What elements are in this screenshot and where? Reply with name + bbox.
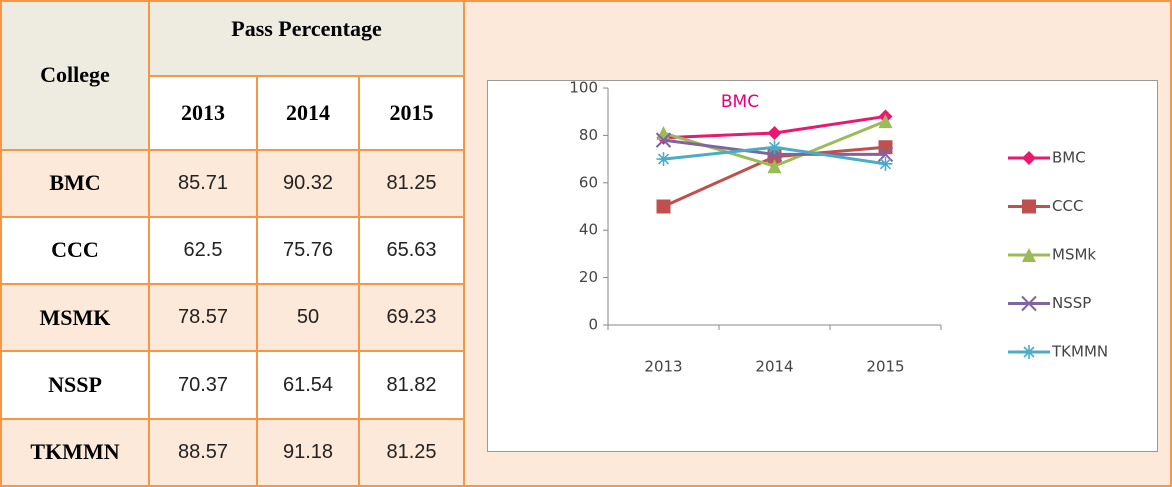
legend-label: BMC [1052,149,1086,167]
marker [878,114,893,129]
cell: 62.5 [148,215,258,286]
college: BMC [0,148,150,218]
x-tick-label: 2013 [644,358,682,376]
legend-marker [1022,199,1036,214]
legend-label: MSMk [1052,246,1096,264]
legend-marker [1021,295,1037,312]
legend-marker [1022,345,1036,359]
header-group: Pass Percentage [147,0,466,78]
marker [767,140,782,155]
y-tick-label: 0 [588,316,598,334]
marker [766,146,783,163]
cell: 88.57 [148,417,258,487]
chart-title: BMC [721,92,759,112]
cell: 78.57 [148,283,258,353]
cell: 85.71 [148,148,258,218]
year: 2013 [148,75,258,151]
legend-label: CCC [1052,197,1083,215]
marker [656,199,671,214]
legend-label: TKMMN [1051,343,1108,361]
marker [656,152,671,167]
marker [655,132,672,148]
x-tick-label: 2015 [866,358,904,376]
y-tick-label: 100 [569,80,598,97]
legend-marker [1022,248,1036,262]
marker [767,126,782,141]
cell: 91.18 [256,417,360,487]
cell: 81.82 [357,350,466,420]
cell: 50 [256,283,360,353]
year: 2014 [256,75,360,151]
y-tick-label: 20 [579,268,598,286]
chart-frame [487,80,1158,452]
marker [767,159,782,174]
cell: 65.63 [357,215,466,286]
y-tick-label: 80 [579,126,598,144]
college: MSMK [0,283,150,353]
chart: BMC 0 20 40 60 80 100 2013 2014 2015 BMC CCC MSMk NS… [487,80,1158,452]
year: 2015 [357,75,466,151]
marker [878,140,893,155]
header-college: College [0,0,150,151]
cell: 81.25 [357,148,466,218]
legend-label: NSSP [1052,294,1091,312]
x-tick-label: 2014 [755,358,793,376]
cell: 90.32 [256,148,360,218]
cell: 61.54 [256,350,360,420]
cell: 69.23 [357,283,466,353]
y-tick-label: 60 [579,173,598,191]
legend-marker [1022,151,1036,165]
cell: 70.37 [148,350,258,420]
y-tick-label: 40 [579,221,598,239]
marker [878,156,893,171]
college: CCC [0,215,150,286]
college: TKMMN [0,417,150,487]
college: NSSP [0,350,150,420]
cell: 75.76 [256,215,360,286]
cell: 81.25 [357,417,466,487]
